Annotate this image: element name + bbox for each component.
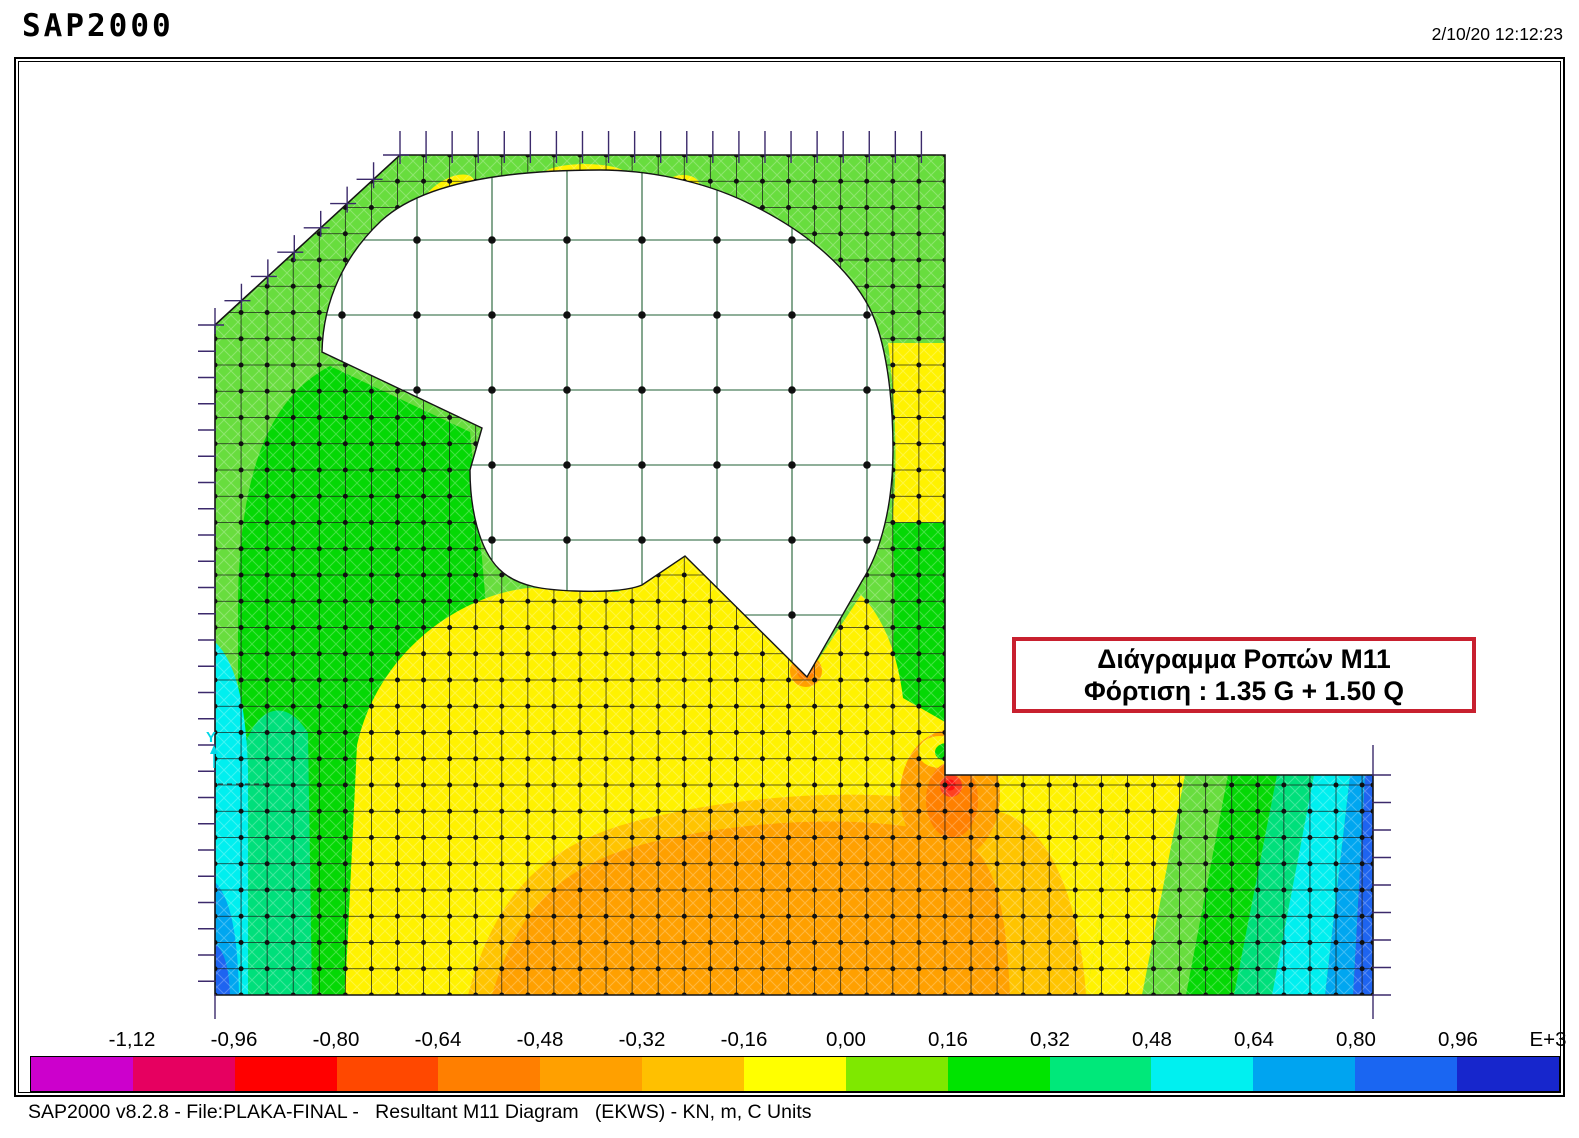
legend-tick-label: 0,64 [1234, 1028, 1274, 1051]
legend-color-cell [31, 1057, 133, 1091]
legend-color-cell [234, 1057, 337, 1091]
axis-y-label: Y [206, 729, 216, 746]
legend-tick-label: 0,00 [826, 1028, 866, 1051]
legend-color-cell [438, 1057, 541, 1091]
legend-color-cell [744, 1057, 846, 1091]
plot-frame-inner [18, 61, 1561, 1093]
timestamp: 2/10/20 12:12:23 [1431, 24, 1563, 44]
slab-opening [322, 170, 893, 677]
legend-tick-label: 0,96 [1438, 1028, 1478, 1051]
annotation-line1: Διάγραμμα Ροπών M11 [1097, 644, 1391, 674]
legend-color-cell [1049, 1057, 1152, 1091]
legend-color-cell [845, 1057, 948, 1091]
legend-tick-label: 0,48 [1132, 1028, 1172, 1051]
legend-tick-label: -1,12 [108, 1028, 156, 1051]
status-line: SAP2000 v8.2.8 - File:PLAKA-FINAL - Resu… [28, 1101, 812, 1123]
support-ticks [198, 131, 1391, 1019]
legend-color-cell [1151, 1057, 1254, 1091]
legend-tick-label: -0,48 [516, 1028, 564, 1051]
legend-color-bar [30, 1056, 1560, 1092]
legend-tick-label: 0,32 [1030, 1028, 1070, 1051]
opening-outline [321, 169, 894, 679]
legend-tick-label: -0,96 [210, 1028, 258, 1051]
legend-tick-label: -0,64 [414, 1028, 462, 1051]
legend-color-cell [1253, 1057, 1356, 1091]
legend-tick-label: -0,80 [312, 1028, 360, 1051]
legend-tick-label: -0,16 [720, 1028, 768, 1051]
legend-color-cell [1355, 1057, 1458, 1091]
legend-color-cell [1457, 1057, 1559, 1091]
legend-tick-label: 0,16 [928, 1028, 968, 1051]
global-axis-marker: Y [206, 729, 268, 785]
legend-labels: -1,12 -0,96 -0,80 -0,64 -0,48 -0,32 -0,16 0,00 0… [30, 1026, 1567, 1054]
legend-color-cell [642, 1057, 745, 1091]
legend-tick-label: 0,80 [1336, 1028, 1376, 1051]
legend-tick-label: -0,32 [618, 1028, 666, 1051]
plot-frame [14, 57, 1565, 1097]
annotation-line2: Φόρτιση : 1.35 G + 1.50 Q [1084, 676, 1404, 706]
axis-y-arrow-icon [210, 745, 218, 754]
legend-color-cell [336, 1057, 439, 1091]
legend-unit-label: E+3 [1529, 1028, 1567, 1051]
app-title: SAP2000 [22, 8, 174, 44]
legend: -1,12 -0,96 -0,80 -0,64 -0,48 -0,32 -0,16 0,00 0… [30, 1026, 1567, 1096]
legend-color-cell [540, 1057, 643, 1091]
annotation-box: Διάγραμμα Ροπών M11 Φόρτιση : 1.35 G + 1… [1012, 637, 1476, 713]
legend-color-cell [947, 1057, 1050, 1091]
legend-color-cell [132, 1057, 235, 1091]
